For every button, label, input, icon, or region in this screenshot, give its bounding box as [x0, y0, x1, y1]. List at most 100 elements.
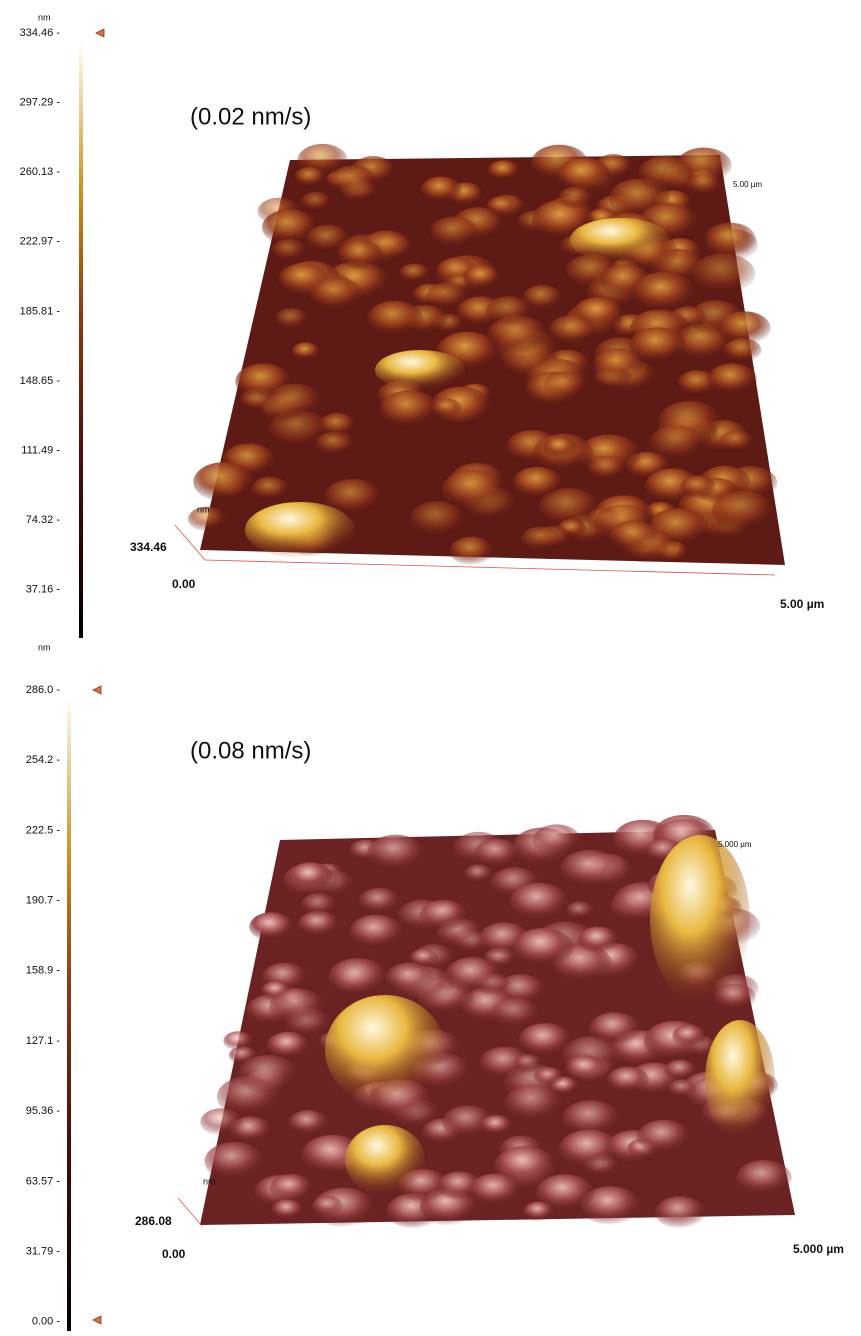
colorbar-tick-label: 222.97 - [20, 236, 61, 248]
grain [504, 1084, 563, 1123]
grain [409, 501, 467, 538]
colorbar-tick-label: 185.81 - [20, 305, 61, 317]
grain [558, 1129, 620, 1170]
grain [193, 462, 255, 502]
grain [532, 824, 581, 856]
grain [291, 342, 320, 361]
grain [607, 1066, 649, 1094]
speed-label: (0.02 nm/s) [190, 103, 311, 130]
grain [367, 834, 425, 872]
grain [711, 490, 775, 532]
grain [589, 1012, 641, 1046]
grain [318, 412, 356, 437]
grain [324, 478, 382, 517]
grain [445, 956, 501, 994]
peak [650, 835, 750, 1005]
grain [648, 425, 706, 463]
grain [609, 520, 659, 552]
axis-line [174, 524, 206, 561]
peak [345, 1125, 425, 1195]
grain [637, 1119, 690, 1155]
colorbar-tick-label: 127.1 - [26, 1035, 61, 1047]
grain [474, 838, 520, 868]
grain [577, 926, 619, 953]
grain [561, 1100, 621, 1138]
grain [238, 1054, 298, 1094]
colorbar-tick-label: 254.2 - [26, 754, 61, 766]
grain [520, 526, 560, 552]
grain [735, 1160, 792, 1197]
colorbar-tick-label: 158.9 - [26, 965, 61, 977]
grain [367, 300, 424, 338]
colorbar-tick-label: 334.46 - [20, 27, 61, 39]
grain [200, 1108, 243, 1136]
y-axis-label: 5.000 µm [718, 840, 752, 849]
grain [543, 436, 577, 459]
grain [680, 475, 716, 499]
grain [667, 1079, 697, 1098]
colorbar-unit: nm [38, 642, 51, 652]
origin-label: 0.00 [172, 577, 196, 591]
peak [375, 350, 465, 390]
grain [723, 338, 762, 363]
marker [92, 1315, 102, 1325]
grain [522, 284, 563, 311]
grain [629, 327, 687, 365]
grain [204, 1142, 264, 1181]
grain [557, 157, 611, 193]
colorbar-tick-label: 190.7 - [26, 895, 61, 907]
grain [485, 196, 517, 217]
axis-line [177, 1197, 203, 1227]
peak [245, 502, 355, 558]
grain [399, 263, 430, 284]
grain [300, 892, 338, 917]
colorbar-tick-label: 0.00 - [32, 1316, 60, 1328]
grain [672, 1024, 706, 1047]
grain [429, 216, 480, 249]
grain [419, 899, 469, 932]
colorbar-tick-label: 286.0 - [26, 684, 61, 696]
grain [309, 277, 363, 312]
colorbar-tick-label: 111.49 - [21, 445, 60, 457]
grain [271, 239, 307, 262]
grain [469, 1173, 521, 1207]
grain [288, 1110, 328, 1136]
grain [441, 469, 506, 511]
peak [325, 995, 445, 1105]
grain [512, 927, 574, 968]
grain [548, 315, 597, 346]
grain [523, 1201, 554, 1222]
colorbar-tick-label: 297.29 - [20, 97, 61, 109]
marker [95, 28, 105, 38]
grain [409, 948, 439, 968]
colorbar-tick-label: 222.5 - [26, 824, 61, 836]
colorbar-tick-label: 74.32 - [26, 514, 61, 526]
grain [487, 160, 520, 181]
grain [288, 862, 332, 891]
grain [431, 398, 462, 418]
grain [719, 430, 755, 453]
grain [479, 1046, 531, 1080]
grain [358, 887, 400, 915]
origin-label: 0.00 [162, 1247, 186, 1261]
z-axis-unit: nm [197, 504, 210, 514]
grain [271, 1199, 304, 1220]
grain [187, 506, 227, 532]
grain [249, 912, 294, 942]
z-axis-unit: nm [203, 1176, 216, 1186]
colorbar [79, 45, 83, 638]
grain [494, 1146, 556, 1186]
grain [593, 348, 644, 381]
grain [538, 488, 600, 528]
grain [536, 1174, 595, 1212]
surface-texture [187, 143, 778, 566]
grain [518, 1023, 572, 1058]
grain [480, 1114, 513, 1136]
grain [262, 209, 318, 246]
grain [267, 383, 323, 420]
colorbar-tick-label: 95.36 - [26, 1105, 61, 1117]
colorbar-tick-label: 260.13 - [20, 166, 61, 178]
colorbar-unit: nm [38, 12, 51, 22]
grain [587, 455, 627, 481]
grain [274, 308, 309, 330]
